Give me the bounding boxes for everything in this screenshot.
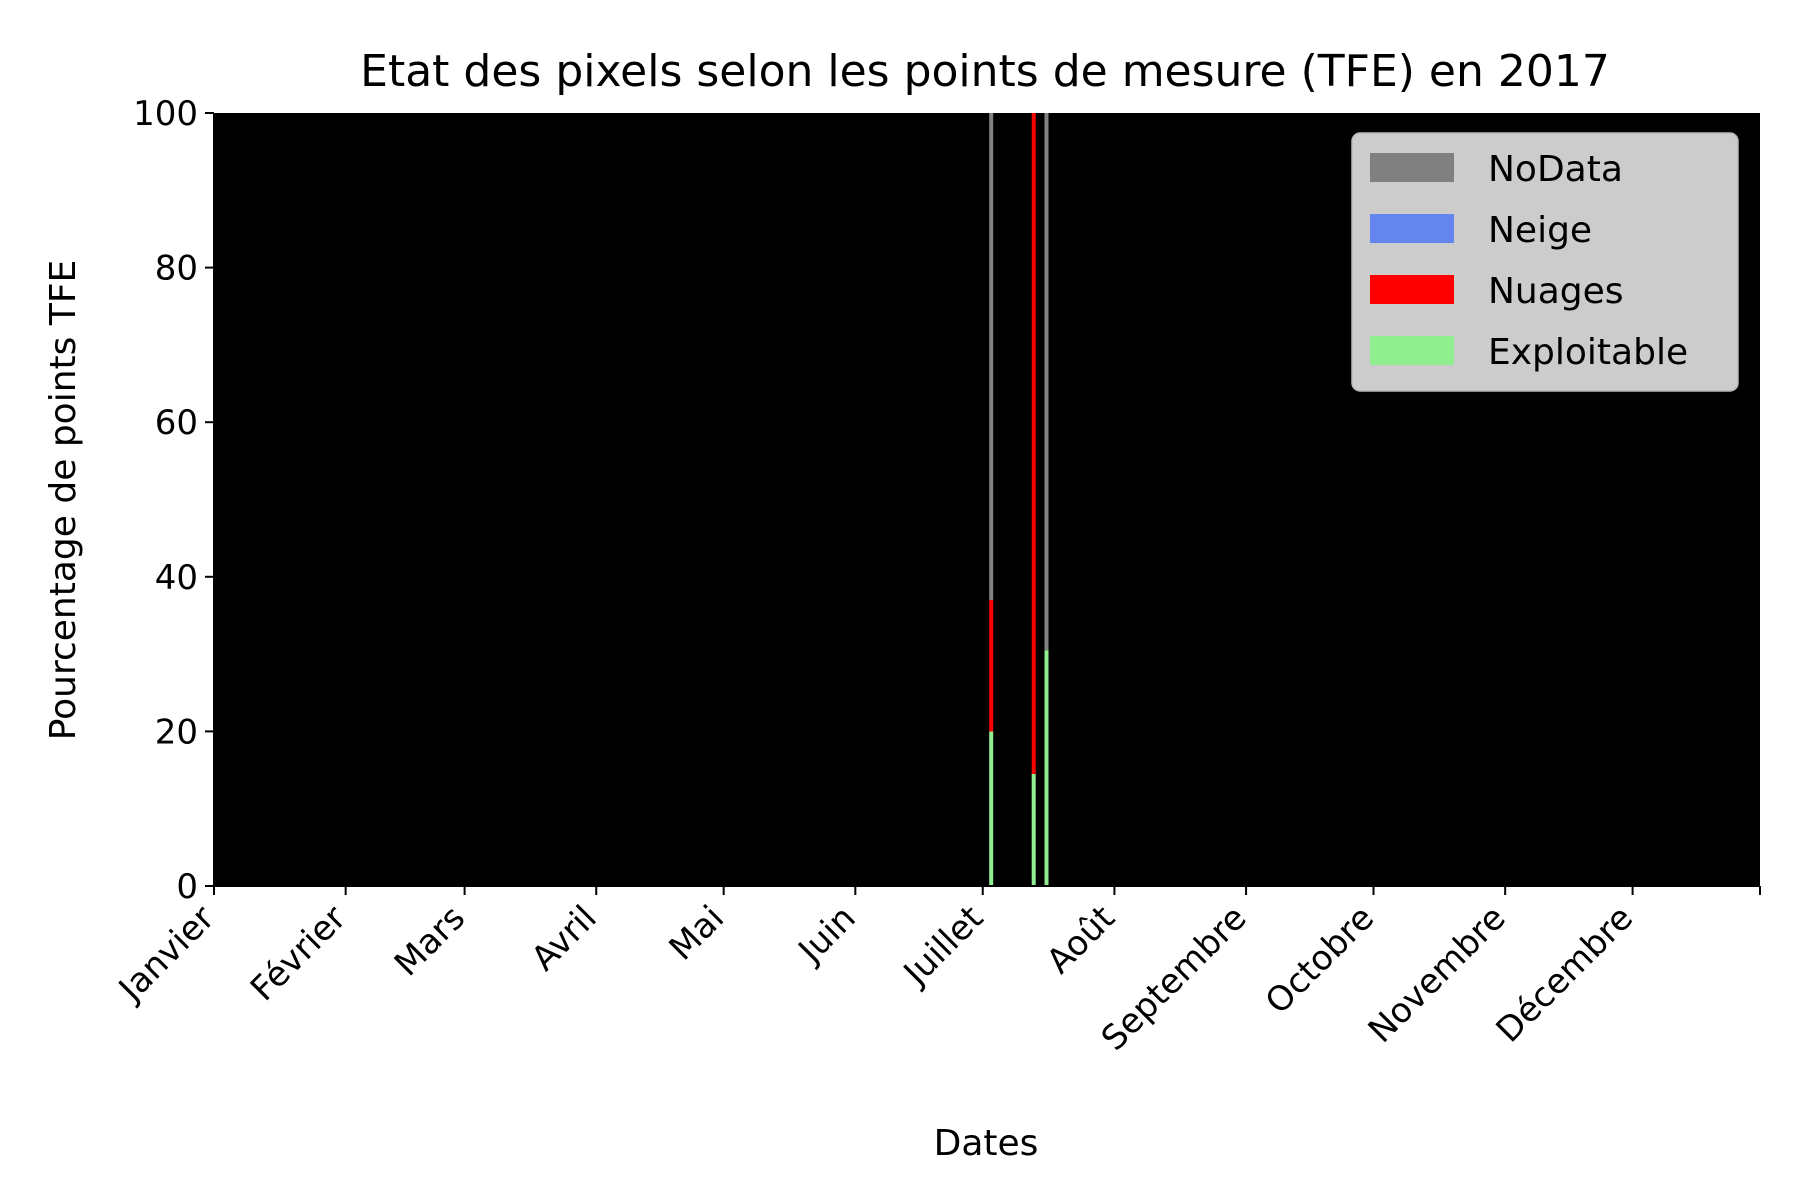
y-tick-label: 60	[155, 403, 198, 443]
x-tick-label: Août	[1039, 898, 1123, 982]
y-tick-label: 0	[176, 867, 198, 907]
y-tick-label: 100	[133, 94, 198, 134]
x-tick-label: Avril	[524, 898, 605, 979]
legend-box	[1351, 132, 1739, 392]
legend-swatch-exploitable	[1370, 336, 1454, 365]
bar-segment-nodata-1	[989, 113, 994, 600]
x-tick-label: Juin	[790, 898, 864, 972]
x-tick-label: Octobre	[1258, 898, 1382, 1022]
legend-swatch-nodata	[1370, 153, 1454, 182]
y-tick-label: 80	[155, 249, 198, 289]
bar-segment-exploitable-1	[989, 731, 994, 886]
y-axis-title: Pourcentage de points TFE	[43, 260, 84, 741]
x-axis-title: Dates	[934, 1123, 1039, 1164]
bar-segment-exploitable-2	[1031, 773, 1036, 886]
x-axis: Janvier Février Mars Avril Mai Juin Juillet Aoû…	[110, 885, 1761, 1059]
y-axis: 0 20 40 60 80 100	[133, 94, 215, 907]
x-tick-label: Juillet	[895, 898, 991, 994]
legend-label-neige: Neige	[1488, 210, 1592, 251]
legend-label-exploitable: Exploitable	[1488, 332, 1688, 373]
x-tick-label: Décembre	[1489, 898, 1641, 1050]
chart-title: Etat des pixels selon les points de mesu…	[360, 46, 1610, 97]
bar-segment-exploitable-3	[1044, 650, 1049, 886]
bar-segment-nodata-3	[1044, 113, 1049, 651]
bar-segment-nuages-1	[989, 600, 994, 732]
x-tick-label: Mars	[387, 898, 473, 984]
legend-label-nodata: NoData	[1488, 149, 1623, 190]
legend-swatch-neige	[1370, 214, 1454, 243]
y-tick-label: 20	[155, 712, 198, 752]
legend: NoData Neige Nuages Exploitable	[1351, 132, 1739, 392]
legend-swatch-nuages	[1370, 275, 1454, 304]
x-tick-label: Mai	[662, 898, 732, 968]
x-tick-label: Novembre	[1361, 898, 1514, 1051]
y-tick-label: 40	[155, 558, 198, 598]
legend-label-nuages: Nuages	[1488, 271, 1624, 312]
x-tick-label: Février	[243, 898, 354, 1009]
bar-segment-nuages-2	[1031, 113, 1036, 774]
bars-layer	[989, 113, 1049, 886]
x-tick-label: Janvier	[110, 898, 222, 1010]
